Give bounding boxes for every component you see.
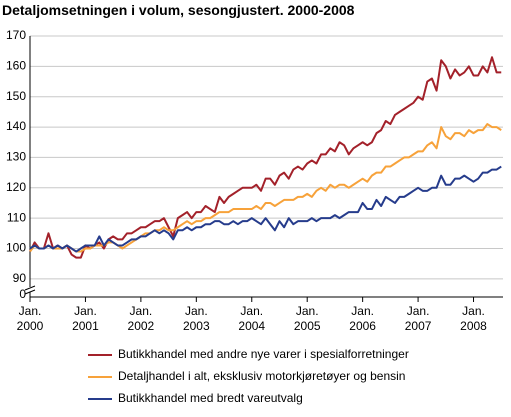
legend-label: Detaljhandel i alt, eksklusiv motorkjøre… — [118, 369, 405, 383]
y-tick-label: 150 — [6, 89, 26, 103]
y-tick-label: 110 — [7, 210, 26, 224]
chart-title: Detaljomsetningen i volum, sesongjustert… — [2, 2, 355, 18]
y-tick-label: 120 — [6, 180, 26, 194]
y-tick-label: 100 — [6, 241, 26, 255]
y-tick-label: 160 — [6, 59, 26, 73]
x-tick-label: Jan. 2007 — [405, 304, 432, 333]
x-tick-label: Jan. 2003 — [183, 304, 210, 333]
x-tick-label: Jan. 2001 — [72, 304, 99, 333]
x-tick-label: Jan. 2005 — [294, 304, 321, 333]
x-tick-label: Jan. 2008 — [460, 304, 487, 333]
x-tick-label: Jan. 2004 — [238, 304, 265, 333]
series-line — [29, 123, 502, 253]
legend-label: Butikkhandel med andre nye varer i spesi… — [118, 347, 409, 361]
y-tick-label: 90 — [13, 271, 27, 285]
x-tick-label: Jan. 2000 — [17, 304, 44, 333]
y-tick-label: 140 — [6, 119, 26, 133]
x-tick-label: Jan. 2006 — [349, 304, 376, 333]
legend-label: Butikkhandel med bredt vareutvalg — [118, 391, 303, 405]
y-tick-label: 170 — [6, 28, 26, 42]
x-tick-label: Jan. 2002 — [128, 304, 155, 333]
series-line — [29, 165, 502, 253]
y-break-label: 0 — [19, 287, 26, 301]
y-tick-label: 130 — [6, 150, 26, 164]
